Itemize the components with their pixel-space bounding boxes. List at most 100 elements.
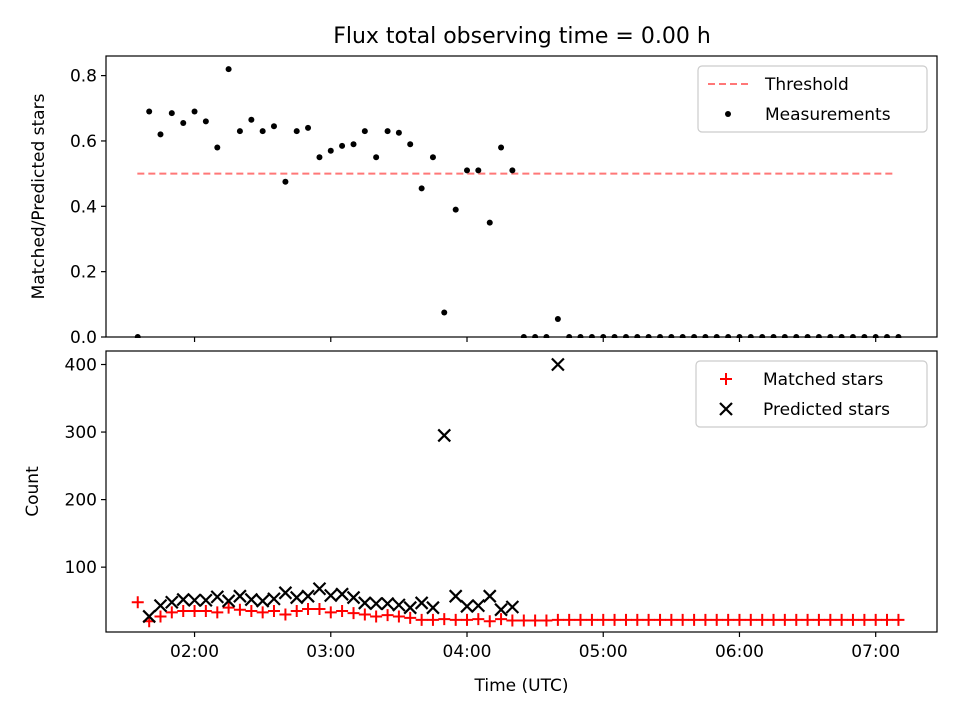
y-tick-label: 300 (65, 423, 97, 443)
series-matched-stars (131, 596, 905, 628)
x-tick-label: 07:00 (851, 642, 900, 662)
series-0-point-0 (131, 596, 144, 609)
series-0-point-2 (157, 131, 164, 138)
series-1-point-4 (187, 593, 202, 608)
series-1-point-21 (380, 596, 395, 611)
x-axis-label: Time (UTC) (474, 676, 569, 696)
series-0-point-12 (270, 123, 277, 130)
ratio-panel: 0.0 0.2 0.4 0.6 0.8 Matched/Predicted stars Th… (29, 55, 938, 348)
series-0-point-47 (665, 613, 678, 626)
x-tick-label: 03:00 (306, 642, 355, 662)
series-1-point-2 (165, 595, 179, 610)
x-tick-label: 02:00 (170, 642, 219, 662)
series-1-point-14 (301, 589, 315, 603)
series-0-point-26 (426, 613, 439, 626)
series-0-point-16 (316, 154, 323, 161)
series-1-point-22 (392, 598, 406, 612)
series-0-point-8 (225, 66, 232, 73)
series-1-point-29 (471, 598, 486, 613)
plot-marks (131, 357, 905, 628)
series-0-point-3 (168, 110, 175, 117)
series-1-point-32 (505, 600, 520, 614)
series-0-point-52 (722, 613, 735, 626)
series-1-point-25 (426, 600, 440, 615)
series-0-point-38 (563, 613, 576, 626)
series-0-point-4 (177, 605, 190, 618)
series-predicted-stars (142, 357, 565, 624)
y-tick-label: 0.4 (70, 197, 97, 217)
series-1-point-16 (324, 588, 338, 603)
series-0-point-8 (222, 601, 235, 614)
series-1-point-7 (221, 594, 236, 608)
series-0-point-10 (248, 116, 255, 123)
series-0-point-32 (495, 613, 508, 626)
legend-frame (697, 65, 928, 133)
series-0-point-49 (688, 613, 701, 626)
legend: Matched stars Predicted stars (695, 360, 928, 428)
series-1-point-1 (153, 598, 168, 613)
series-0-point-11 (259, 128, 266, 135)
series-0-point-3 (165, 606, 178, 619)
series-0-point-60 (812, 613, 825, 626)
series-0-point-28 (452, 206, 459, 213)
series-0-point-42 (608, 613, 621, 626)
series-0-point-7 (214, 144, 221, 151)
series-0-point-29 (464, 167, 471, 174)
series-0-point-53 (733, 613, 746, 626)
series-0-point-20 (361, 128, 368, 135)
series-0-point-15 (305, 124, 312, 131)
series-0-point-27 (441, 309, 448, 316)
series-1-point-0 (142, 609, 156, 624)
series-0-point-51 (710, 613, 723, 626)
series-0-point-45 (642, 613, 655, 626)
legend-label: Matched stars (763, 370, 883, 390)
series-0-point-63 (846, 613, 859, 626)
y-tick-label: 0.0 (70, 328, 97, 348)
series-0-point-55 (756, 613, 769, 626)
series-1-point-26 (437, 428, 452, 443)
series-0-point-43 (619, 613, 632, 626)
series-0-point-30 (472, 613, 485, 626)
series-0-point-13 (282, 178, 289, 185)
series-1-point-28 (460, 599, 474, 614)
series-1-point-19 (358, 596, 372, 610)
y-tick-label: 0.8 (70, 67, 97, 87)
legend-swatch-point-1 (725, 111, 731, 117)
y-tick-label: 200 (65, 491, 97, 511)
series-1-point-15 (312, 581, 327, 596)
y-axis-label: Matched/Predicted stars (29, 93, 49, 299)
series-1-point-18 (346, 590, 361, 605)
count-panel: 100 200 300 400 02:00 03:00 04:00 05:00 06:00 07:… (23, 350, 938, 696)
series-0-point-4 (180, 119, 187, 126)
series-0-point-14 (293, 128, 300, 135)
series-1-point-5 (199, 593, 213, 608)
series-1-point-33 (551, 357, 565, 372)
series-0-point-37 (554, 316, 561, 323)
series-0-point-35 (529, 614, 542, 627)
series-0-point-19 (347, 607, 360, 620)
series-0-point-7 (211, 606, 224, 619)
series-1-point-3 (176, 592, 191, 607)
series-0-point-17 (324, 606, 337, 619)
series-1-point-10 (255, 594, 270, 608)
series-0-point-32 (498, 144, 505, 151)
series-0-point-36 (540, 614, 553, 627)
series-0-point-6 (202, 118, 209, 125)
series-0-point-29 (461, 613, 474, 626)
series-0-point-18 (339, 142, 346, 149)
x-tick-label: 04:00 (443, 642, 492, 662)
series-1-point-27 (448, 589, 463, 603)
series-0-point-14 (290, 605, 303, 618)
series-0-point-46 (654, 613, 667, 626)
series-1-point-20 (369, 596, 383, 611)
series-0-point-31 (483, 615, 496, 628)
series-1-point-23 (403, 600, 417, 615)
series-0-point-25 (418, 185, 425, 192)
series-0-point-59 (801, 613, 814, 626)
x-tick-label: 06:00 (715, 642, 764, 662)
series-0-point-26 (429, 154, 436, 161)
series-0-point-21 (373, 154, 380, 161)
legend-swatch-point-0 (720, 373, 732, 385)
series-0-point-65 (869, 613, 882, 626)
series-0-point-48 (676, 613, 689, 626)
